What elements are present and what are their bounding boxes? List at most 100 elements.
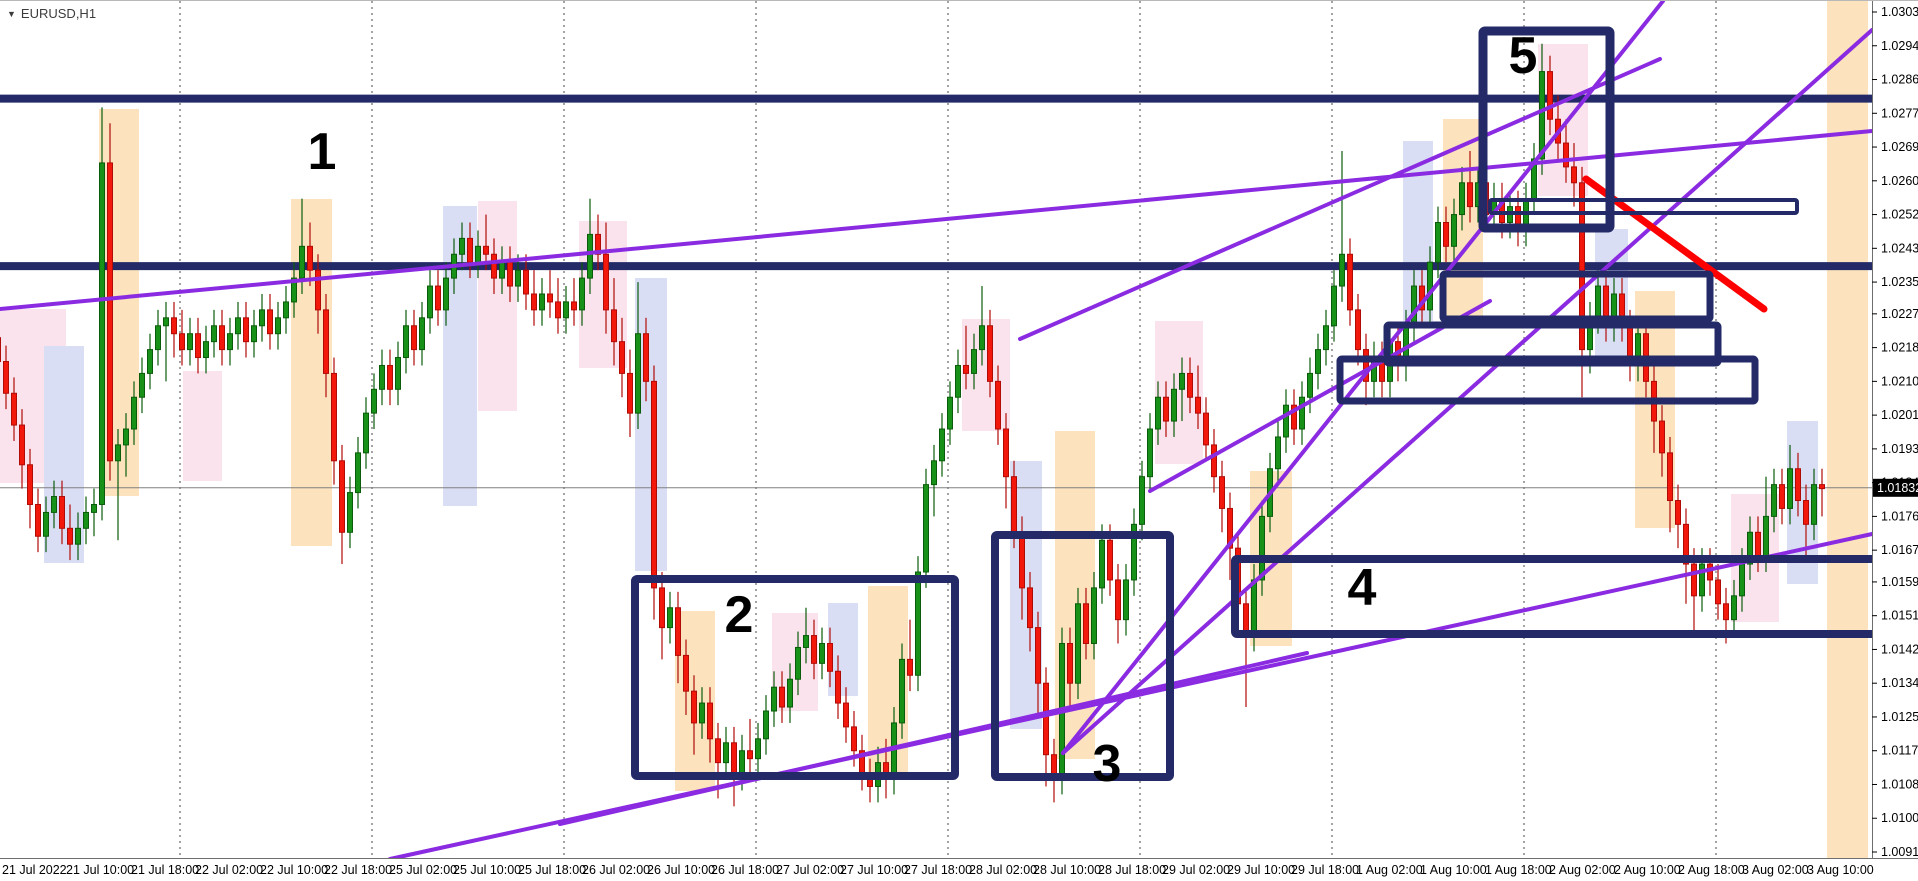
candle-bear bbox=[1115, 579, 1121, 621]
candle-bull bbox=[755, 738, 761, 760]
candle-bull bbox=[1307, 372, 1313, 398]
candle-bull bbox=[939, 428, 945, 462]
candle-bear bbox=[307, 245, 313, 271]
candle-bear bbox=[1683, 523, 1689, 565]
candle-bull bbox=[51, 496, 57, 513]
candle-bear bbox=[691, 690, 697, 724]
time-axis-label: 22 Jul 02:00 bbox=[195, 863, 263, 877]
annotation-number-5[interactable]: 5 bbox=[1509, 27, 1538, 85]
trendline-support-short[interactable] bbox=[558, 651, 1309, 826]
candle-bear bbox=[1715, 579, 1721, 605]
candle-bull bbox=[1123, 579, 1129, 621]
price-axis-label: 1.01930 bbox=[1881, 442, 1918, 456]
candle-bear bbox=[595, 233, 601, 255]
annotation-number-1[interactable]: 1 bbox=[308, 123, 337, 181]
candle-bear bbox=[531, 293, 537, 311]
candle-bull bbox=[1251, 579, 1257, 637]
candle-bear bbox=[67, 527, 73, 545]
annotation-number-4[interactable]: 4 bbox=[1348, 559, 1377, 617]
candle-bear bbox=[35, 503, 41, 537]
price-axis-label: 1.01425 bbox=[1881, 642, 1918, 656]
symbol-selector[interactable]: ▼ EURUSD,H1 bbox=[7, 6, 96, 21]
candle-bull bbox=[1139, 476, 1145, 525]
candle-bear bbox=[1363, 349, 1369, 382]
candle-bear bbox=[1779, 484, 1785, 509]
candle-bull bbox=[795, 646, 801, 680]
candle-bull bbox=[1731, 595, 1737, 621]
candle-bull bbox=[419, 317, 425, 351]
candle-bull bbox=[1323, 325, 1329, 351]
annotation-rect-lower[interactable] bbox=[1336, 355, 1759, 405]
annotation-rect-middle[interactable] bbox=[1383, 321, 1722, 367]
annotation-number-3[interactable]: 3 bbox=[1093, 735, 1122, 793]
current-price-tag-value: 1.01832 bbox=[1877, 481, 1918, 495]
candle-bear bbox=[1003, 428, 1009, 478]
candle-bull bbox=[1811, 484, 1817, 525]
price-axis-label: 1.02435 bbox=[1881, 241, 1918, 255]
price-axis-label: 1.01000 bbox=[1881, 811, 1918, 825]
candle-bear bbox=[1667, 452, 1673, 502]
candle-bear bbox=[851, 726, 857, 752]
candle-bear bbox=[323, 309, 329, 374]
candle-bull bbox=[251, 325, 257, 343]
candle-bear bbox=[811, 635, 817, 664]
candle-bear bbox=[1819, 484, 1825, 490]
time-axis-label: 25 Jul 18:00 bbox=[518, 863, 586, 877]
trendline-channel-upper[interactable] bbox=[0, 129, 1874, 311]
candle-bear bbox=[331, 372, 337, 462]
candle-bull bbox=[763, 710, 769, 740]
candle-bull bbox=[1747, 531, 1753, 565]
time-axis-label: 3 Aug 02:00 bbox=[1742, 863, 1809, 877]
candle-bull bbox=[915, 571, 921, 676]
candle-bear bbox=[611, 309, 617, 343]
price-axis-area[interactable] bbox=[1873, 1, 1918, 881]
candle-bear bbox=[1571, 166, 1577, 184]
candle-bear bbox=[11, 392, 17, 426]
price-axis-label: 1.02350 bbox=[1881, 275, 1918, 289]
time-axis-label: 1 Aug 18:00 bbox=[1485, 863, 1552, 877]
time-axis-area[interactable] bbox=[0, 859, 1918, 881]
trendline-resistance-mid[interactable] bbox=[1018, 57, 1662, 341]
trendline-mid-short[interactable] bbox=[1148, 299, 1492, 493]
candle-bull bbox=[403, 325, 409, 359]
candle-bull bbox=[1595, 285, 1601, 319]
session-band-orange bbox=[1827, 1, 1868, 858]
annotation-flat-rect[interactable] bbox=[1488, 198, 1799, 215]
candle-bull bbox=[955, 364, 961, 398]
candle-bull bbox=[355, 452, 361, 494]
candle-bull bbox=[1331, 285, 1337, 327]
trendline-steep-left[interactable] bbox=[1061, 1, 1665, 755]
candle-bear bbox=[715, 738, 721, 764]
candle-bear bbox=[1035, 627, 1041, 684]
candle-bear bbox=[1707, 563, 1713, 581]
candle-bear bbox=[107, 162, 113, 462]
trendline-steep-right[interactable] bbox=[1061, 28, 1874, 755]
candle-bear bbox=[1467, 182, 1473, 208]
candle-bear bbox=[1027, 587, 1033, 629]
price-axis-label: 1.01760 bbox=[1881, 509, 1918, 523]
candle-bull bbox=[899, 658, 905, 724]
time-axis-label: 29 Jul 02:00 bbox=[1162, 863, 1230, 877]
candle-bear bbox=[571, 301, 577, 311]
candle-bull bbox=[203, 341, 209, 359]
candle-bull bbox=[459, 237, 465, 255]
annotation-rect-upper[interactable] bbox=[1439, 270, 1714, 323]
candle-bear bbox=[1203, 412, 1209, 446]
candle-bull bbox=[803, 635, 809, 648]
candle-bear bbox=[1347, 253, 1353, 311]
candle-bull bbox=[539, 293, 545, 311]
candle-bull bbox=[163, 317, 169, 327]
annotation-box-5[interactable] bbox=[1478, 26, 1615, 233]
candle-bear bbox=[27, 464, 33, 505]
price-axis-label: 1.01510 bbox=[1881, 609, 1918, 623]
annotation-box-2[interactable] bbox=[631, 575, 959, 780]
candle-bear bbox=[603, 253, 609, 311]
annotation-box-3[interactable] bbox=[991, 531, 1174, 781]
candle-bear bbox=[59, 496, 65, 529]
candle-bull bbox=[475, 245, 481, 263]
candle-bear bbox=[523, 269, 529, 295]
annotation-number-2[interactable]: 2 bbox=[725, 586, 754, 644]
time-axis-label: 26 Jul 18:00 bbox=[711, 863, 779, 877]
time-axis-label: 21 Jul 18:00 bbox=[131, 863, 199, 877]
time-axis-label: 28 Jul 10:00 bbox=[1033, 863, 1101, 877]
